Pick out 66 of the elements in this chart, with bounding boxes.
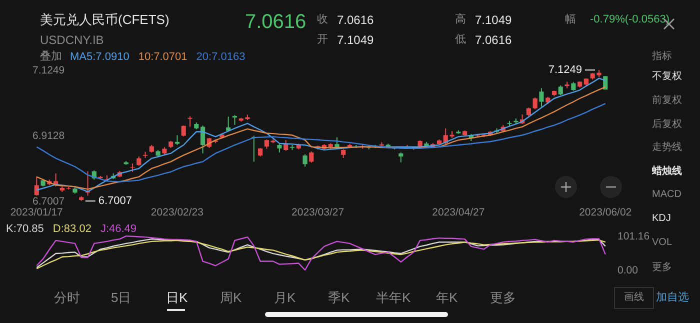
text: MACD <box>652 189 682 201</box>
y-tick-label: 7.1249 <box>32 64 65 76</box>
text: 7.1049 <box>337 32 374 48</box>
candlestick <box>302 154 308 168</box>
text: 7.0616 <box>475 32 512 48</box>
x-tick-label: 2023/04/27 <box>432 206 485 218</box>
series-label: J:46.49 <box>100 223 137 235</box>
candlestick <box>398 152 404 163</box>
text: 分时 <box>54 290 80 306</box>
text: 周K <box>220 290 242 306</box>
candlestick <box>181 125 186 137</box>
x-tick-label: 2023/01/17 <box>10 206 64 218</box>
text: 前复权 <box>652 95 682 107</box>
text: 低 <box>455 33 466 47</box>
text: 蜡烛线 <box>652 166 682 178</box>
candlestick <box>136 156 142 166</box>
text: 7.0616 <box>337 12 374 28</box>
text: VOL <box>652 237 672 249</box>
text: 月K <box>274 290 296 306</box>
annotation: 7.1249 <box>548 64 582 76</box>
text: 半年K <box>376 290 411 306</box>
candlestick <box>539 88 544 108</box>
series-label: D:83.02 <box>52 223 92 235</box>
x-tick-label: 2023/02/23 <box>150 206 204 218</box>
y-tick-label: 6.7007 <box>32 196 65 208</box>
text: MA5:7.0910 <box>70 51 130 63</box>
text: 更多 <box>490 290 516 306</box>
text: KDJ <box>652 213 671 225</box>
candlestick <box>309 150 314 164</box>
text: 走势线 <box>652 142 682 154</box>
annotation: 6.7007 <box>98 195 132 207</box>
text: 指标 <box>652 51 672 63</box>
text: 开 <box>317 33 328 47</box>
y-tick-label: 6.9128 <box>32 130 65 142</box>
text: 日K <box>166 290 188 306</box>
y-tick-label: 0.00 <box>618 264 638 276</box>
text: 叠加 <box>40 50 62 64</box>
text: 画线 <box>614 287 654 309</box>
chart-title: 美元兑人民币(CFETS) <box>40 12 170 28</box>
text: 季K <box>328 290 350 306</box>
text: 20:7.0163 <box>196 51 246 63</box>
text: 高 <box>455 13 466 27</box>
candlestick <box>232 114 238 126</box>
candlestick <box>558 84 563 96</box>
x-tick-label: 2023/06/02 <box>579 206 632 218</box>
text: 10:7.0701 <box>138 51 188 63</box>
candlestick <box>532 96 538 110</box>
text: 不复权 <box>652 71 682 83</box>
candlestick <box>34 176 39 196</box>
candlestick <box>174 134 180 146</box>
text: 年K <box>436 290 458 306</box>
text: 7.0616 <box>245 10 306 34</box>
text: -0.79%(-0.0563) <box>590 13 670 27</box>
text: 收 <box>317 13 328 27</box>
candlestick <box>188 116 192 128</box>
text: 更多 <box>652 262 672 274</box>
text: 幅 <box>565 13 576 27</box>
x-tick-label: 2023/03/27 <box>292 206 344 218</box>
text: 5日 <box>111 290 132 306</box>
text: K:70.85 <box>6 223 44 235</box>
chart-subtitle: USDCNY.IB <box>40 32 104 48</box>
text: 后复权 <box>652 119 682 131</box>
text: 加自选 <box>656 291 689 305</box>
candlestick <box>264 138 269 150</box>
text: 7.1049 <box>475 12 512 28</box>
y-tick-label: 101.16 <box>618 230 650 242</box>
